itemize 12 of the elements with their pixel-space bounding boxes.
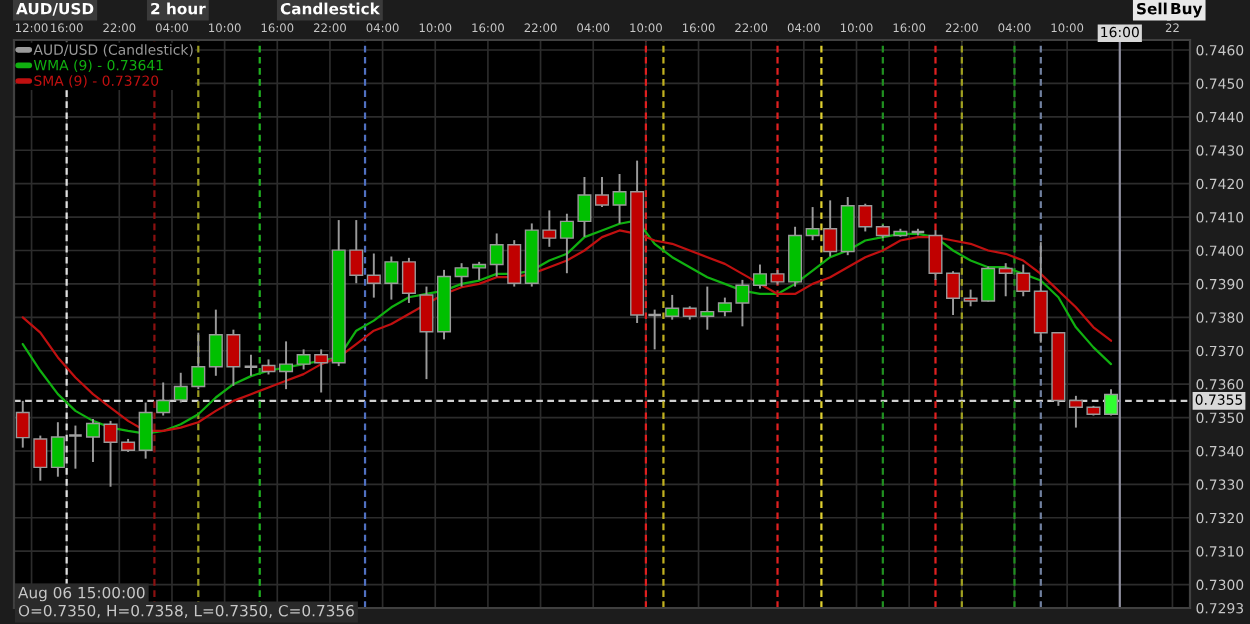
candlestick: [243, 353, 259, 377]
candlestick: [647, 308, 663, 351]
candlestick: [401, 256, 416, 304]
candlestick: [33, 434, 48, 482]
candlestick: [85, 417, 100, 463]
candlestick: [419, 285, 434, 381]
candlestick: [67, 424, 83, 470]
candlestick: [594, 176, 610, 209]
candlestick: [15, 399, 30, 449]
candlestick: [665, 293, 680, 321]
candlestick: [752, 263, 767, 290]
candlestick: [50, 421, 65, 478]
